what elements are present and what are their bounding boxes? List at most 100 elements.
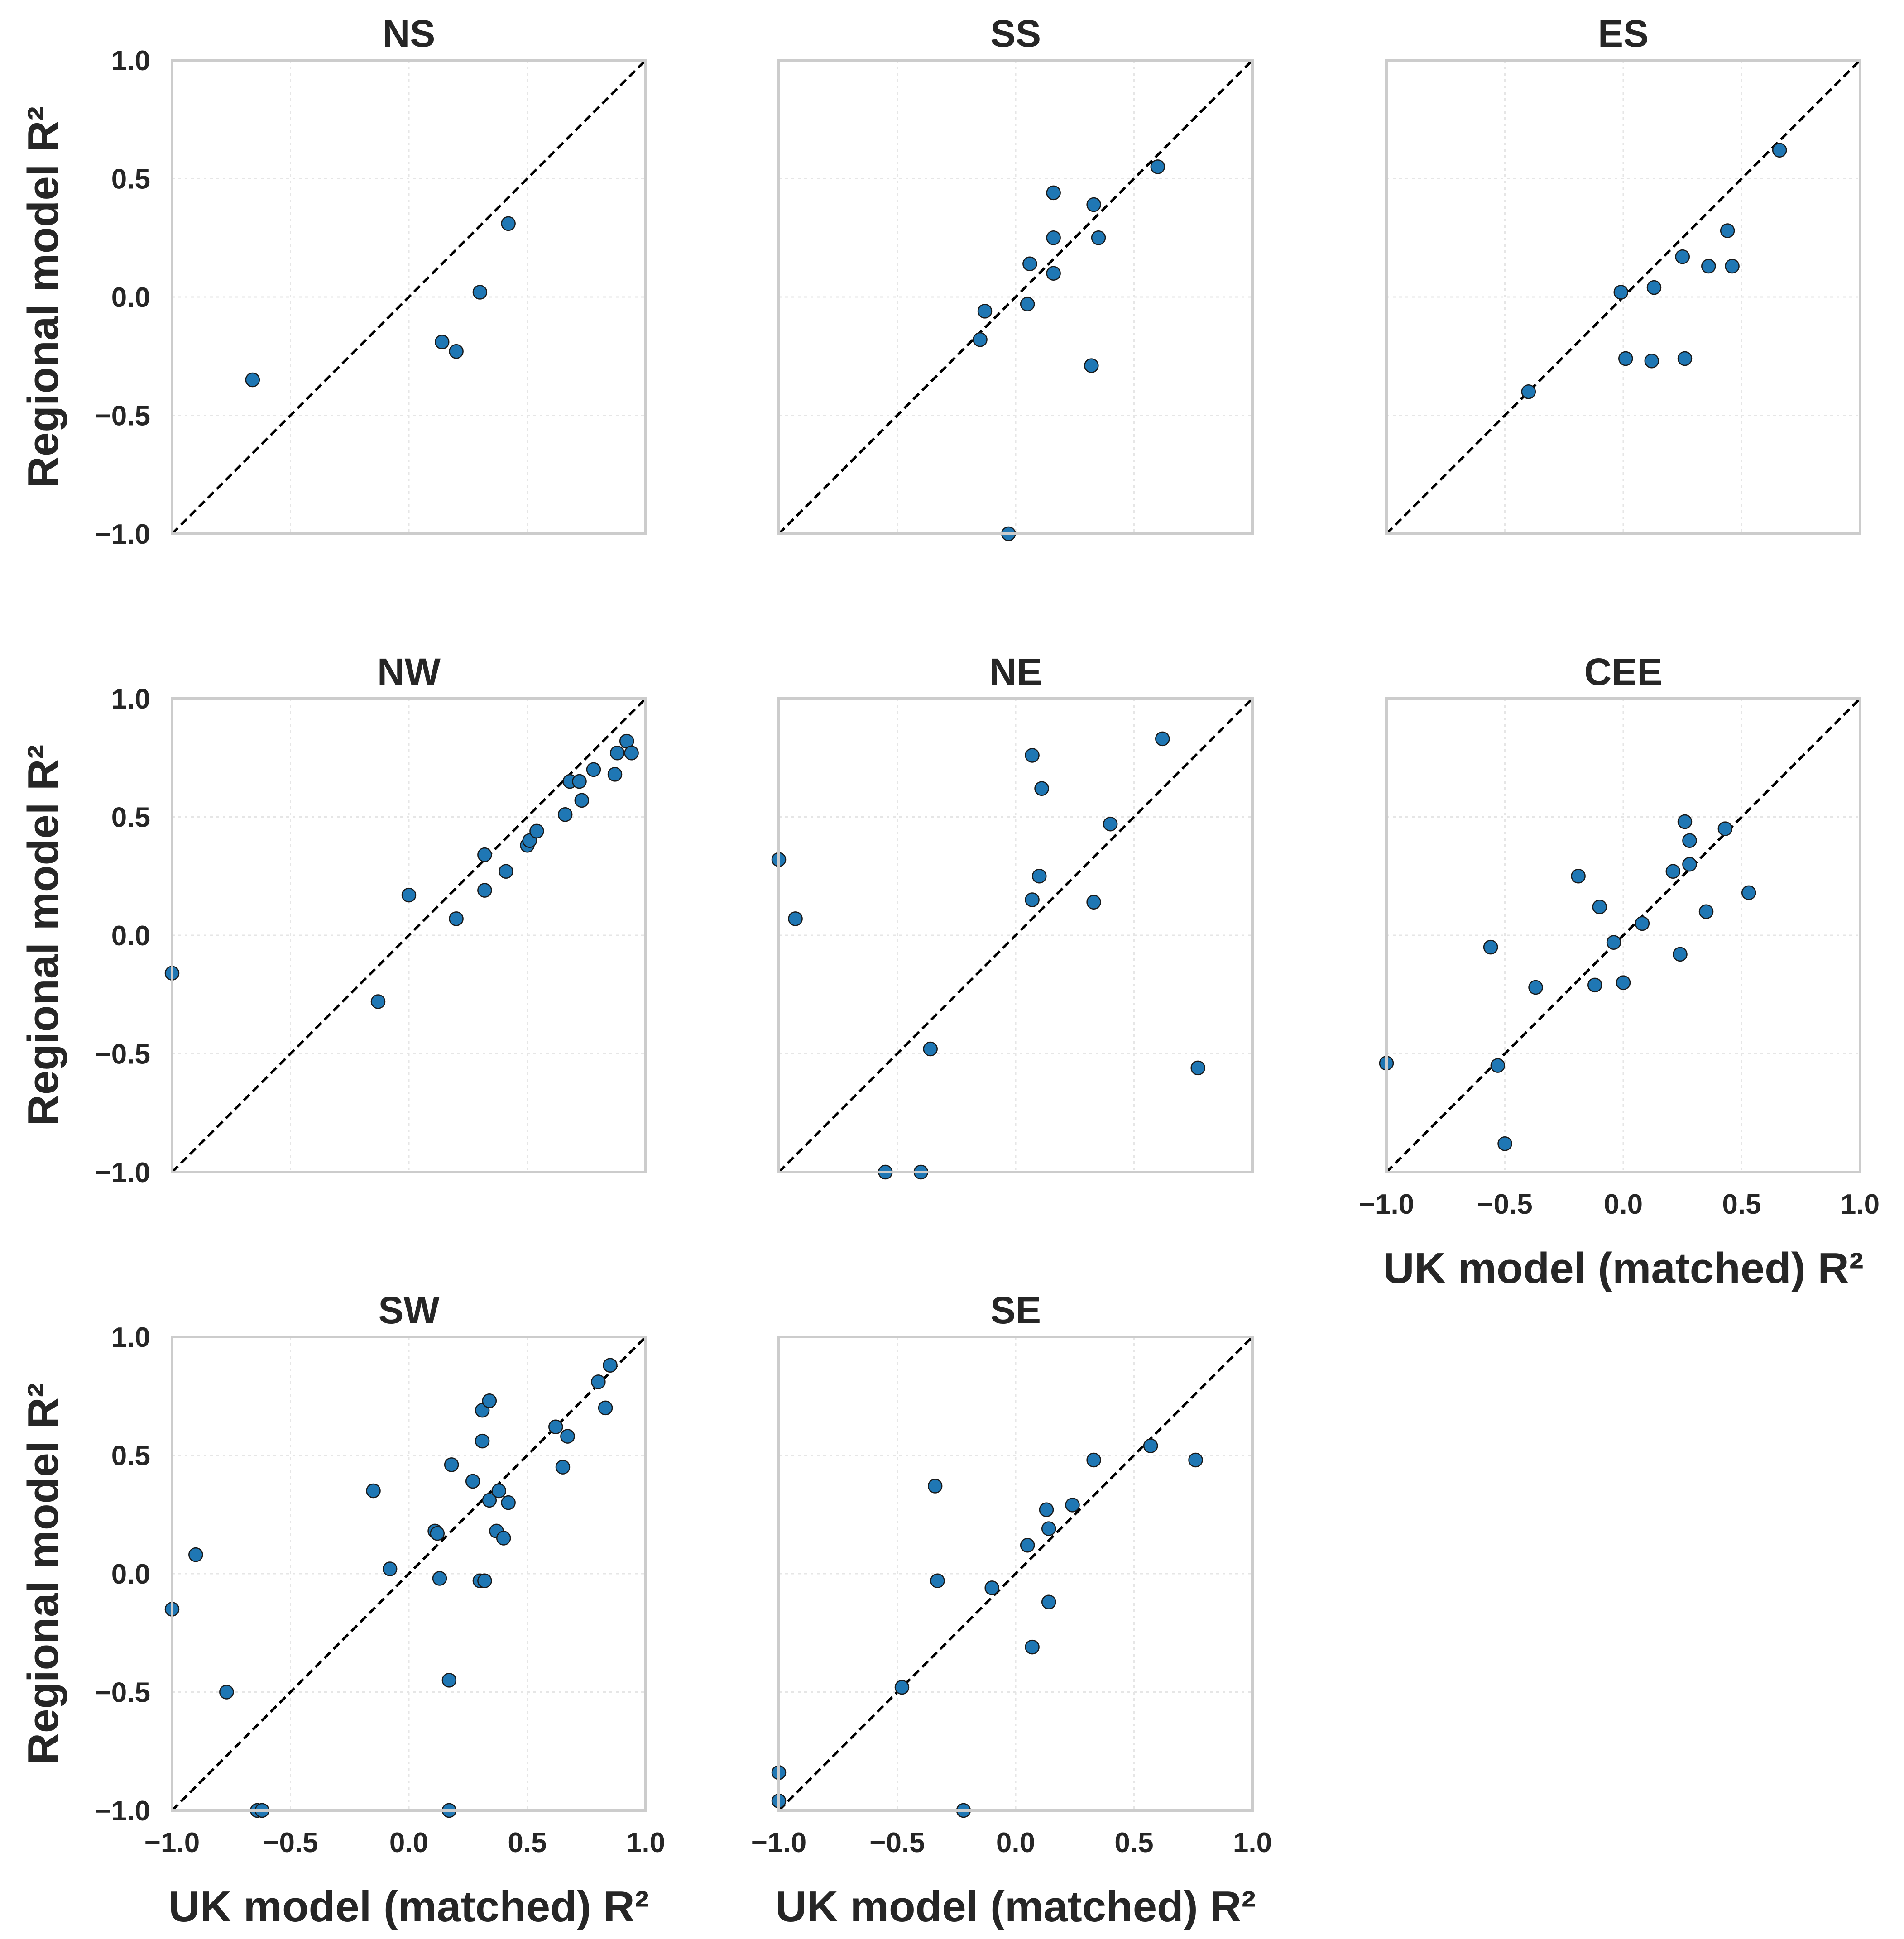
subplot-nw: NW 1.0 0.5 0.0 −0.5 −1.0 Regional model R² [19, 651, 647, 1188]
subplot-title: NS [383, 12, 436, 55]
data-point [560, 1429, 575, 1444]
y-tick-label: −1.0 [95, 1795, 150, 1827]
subplot-title: NE [989, 651, 1042, 693]
data-point [1150, 159, 1165, 174]
data-point [1022, 256, 1037, 272]
x-tick-label: −1.0 [144, 1827, 200, 1858]
data-point [1046, 230, 1061, 245]
data-point [1041, 1521, 1056, 1536]
x-axis-label: UK model (matched) R² [1383, 1244, 1863, 1293]
y-tick-label: 1.0 [111, 1322, 150, 1353]
x-tick-label: 0.5 [508, 1827, 547, 1858]
data-point [1528, 980, 1543, 995]
identity-line [171, 59, 647, 535]
y-tick-label: 0.0 [111, 1559, 150, 1590]
data-point [477, 883, 492, 898]
data-point [1701, 259, 1716, 274]
subplot-title: SS [990, 12, 1041, 55]
data-point [1190, 1060, 1205, 1076]
plot-frame [777, 1336, 1254, 1812]
x-axis-label: UK model (matched) R² [775, 1882, 1256, 1931]
data-point [1606, 935, 1621, 950]
data-point [1646, 280, 1662, 295]
plot-frame [171, 59, 647, 535]
data-point [788, 911, 803, 926]
plot-frame [1385, 59, 1861, 535]
data-point [449, 344, 464, 359]
subplot-sw: SW 1.0 0.5 0.0 −0.5 −1.0−1.0 −0.5 0.0 0.5 1.0 Regi… [19, 1289, 665, 1931]
y-tick-label: 0.0 [111, 920, 150, 952]
subplot-title: SE [990, 1289, 1041, 1331]
x-tick-label: 0.5 [1114, 1827, 1153, 1858]
data-point [1618, 351, 1633, 366]
data-point [1086, 1452, 1101, 1468]
data-point [1673, 947, 1688, 962]
data-point [477, 1573, 492, 1588]
identity-line [778, 59, 1253, 535]
data-point [1155, 731, 1170, 747]
x-axis-label: UK model (matched) R² [168, 1882, 649, 1931]
data-point [1720, 223, 1735, 238]
data-point [1587, 977, 1602, 993]
data-point [188, 1547, 203, 1562]
data-point [366, 1483, 381, 1499]
y-tick-label: 0.5 [111, 802, 150, 833]
x-tick-label: −1.0 [751, 1827, 806, 1858]
plot-frame [171, 1336, 647, 1812]
data-point [432, 1571, 447, 1586]
data-point [1041, 1594, 1056, 1610]
data-point [927, 1479, 943, 1494]
data-point [1613, 285, 1629, 300]
data-point [1032, 869, 1047, 884]
y-axis-label: Regional model R² [19, 1383, 67, 1765]
data-point [1025, 1639, 1040, 1655]
subplot-ns: NS 1.0 0.5 0.0 −0.5 −1.0 Regional model R² [19, 12, 647, 550]
data-point [1665, 864, 1681, 879]
data-point [382, 1561, 398, 1576]
y-tick-label: 1.0 [111, 684, 150, 715]
data-point [370, 994, 386, 1009]
data-point [434, 335, 450, 349]
data-point [1490, 1058, 1506, 1073]
data-point [607, 767, 623, 782]
x-tick-label: 0.0 [1604, 1189, 1643, 1220]
data-point [465, 1474, 480, 1489]
data-point [501, 216, 516, 231]
data-point [1039, 1502, 1054, 1518]
data-point [491, 1483, 506, 1499]
data-point [219, 1685, 234, 1700]
data-point [1717, 821, 1733, 836]
data-point [1682, 833, 1697, 848]
x-tick-label: 1.0 [1841, 1189, 1880, 1220]
subplot-title: CEE [1584, 651, 1663, 693]
y-tick-label: −0.5 [95, 1039, 150, 1070]
subplot-title: NW [377, 651, 441, 693]
data-point [1046, 185, 1061, 201]
data-point [1046, 266, 1061, 281]
data-point [501, 1495, 516, 1510]
x-tick-label: −0.5 [1477, 1189, 1532, 1220]
data-point [1741, 885, 1756, 900]
data-point [1091, 230, 1106, 245]
subplot-cee: CEE −1.0 −0.5 0.0 0.5 1.0 UK model (matched) R… [1359, 651, 1880, 1293]
data-point [548, 1419, 563, 1434]
y-tick-label: 1.0 [111, 45, 150, 77]
data-point [475, 1433, 490, 1449]
data-point [930, 1573, 945, 1588]
x-tick-label: 0.0 [389, 1827, 428, 1858]
y-axis-label: Regional model R² [19, 106, 67, 488]
data-point [598, 1400, 613, 1416]
plot-frame [171, 697, 647, 1173]
y-tick-label: −1.0 [95, 1157, 150, 1188]
identity-line [171, 1336, 647, 1811]
y-axis-label: Regional model R² [19, 745, 67, 1126]
data-point [609, 746, 625, 761]
data-point [1571, 869, 1586, 884]
data-point [1086, 197, 1101, 212]
data-point [574, 793, 590, 808]
data-point [1020, 297, 1035, 311]
data-point [430, 1526, 445, 1541]
data-point [591, 1374, 606, 1389]
plot-frame [777, 697, 1254, 1173]
data-point [557, 807, 573, 822]
